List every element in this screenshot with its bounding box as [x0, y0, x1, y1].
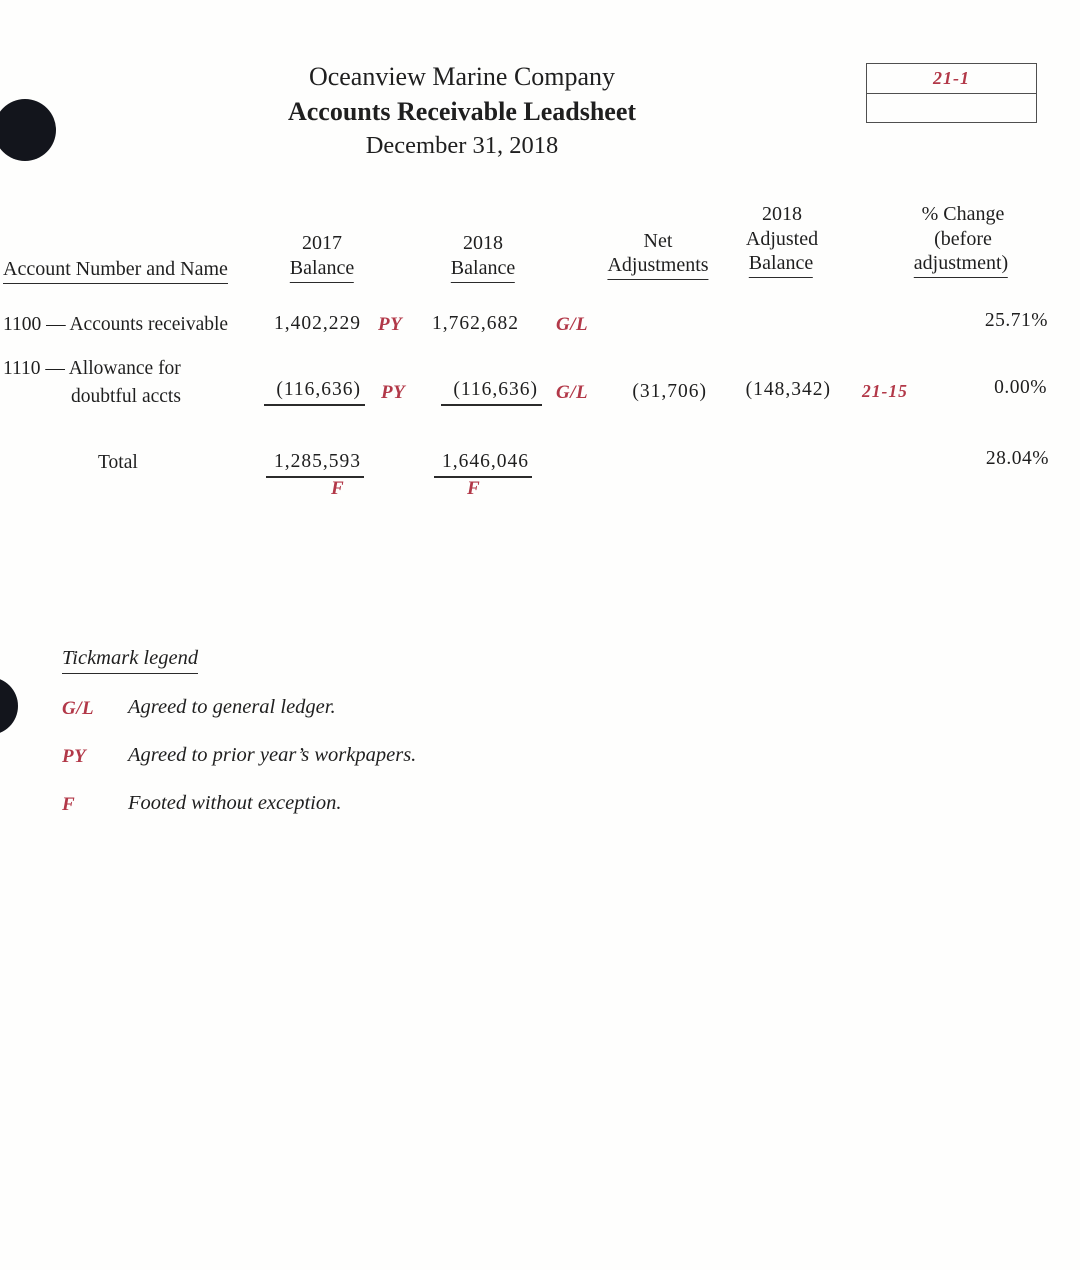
hole-punch — [0, 99, 56, 161]
column-header-2018-balance: Balance — [450, 257, 516, 283]
row-1100-balance-2018: 1,762,682 — [432, 313, 519, 334]
legend-mark-py: PY — [62, 746, 87, 767]
tickmark-gl: G/L — [556, 314, 589, 335]
total-balance-2018: 1,646,046 — [382, 451, 532, 479]
hole-punch — [0, 677, 18, 735]
column-header-pct-change: % Change — [921, 203, 1005, 225]
total-balance-2017: 1,285,593 — [214, 451, 364, 479]
document-title: Accounts Receivable Leadsheet — [287, 97, 637, 126]
tickmark-f: F — [467, 478, 481, 499]
column-header-adjusted-balance: Balance — [748, 252, 814, 278]
document-date: December 31, 2018 — [365, 132, 559, 159]
total-pct-change: 28.04% — [985, 448, 1049, 469]
row-1110-label-line2: doubtful accts — [71, 386, 181, 407]
total-label: Total — [98, 452, 138, 473]
company-name: Oceanview Marine Company — [308, 62, 616, 91]
row-1100-balance-2017: 1,402,229 — [274, 313, 361, 334]
tickmark-f: F — [331, 478, 345, 499]
row-1110-label-line1: 1110 — Allowance for — [3, 358, 181, 379]
legend-mark-gl: G/L — [62, 698, 95, 719]
tickmark-py: PY — [378, 314, 403, 335]
row-1100-pct-change: 25.71% — [984, 310, 1048, 331]
column-header-net: Net — [643, 230, 673, 252]
document-heading: Oceanview Marine Company Accounts Receiv… — [288, 62, 636, 160]
column-header-2017: 2017 — [302, 232, 342, 254]
legend-mark-f: F — [62, 794, 76, 815]
column-header-pct-before: (before — [934, 228, 992, 250]
row-1100-label: 1100 — Accounts receivable — [3, 314, 229, 335]
workpaper-ref-box: 21-1 — [866, 63, 1037, 123]
legend-title: Tickmark legend — [62, 647, 199, 674]
column-header-adjusted-2018: 2018 — [762, 203, 802, 225]
workpaper-ref-cell: 21-1 — [867, 64, 1036, 94]
adjustment-workpaper-ref: 21-15 — [862, 381, 908, 401]
column-header-adjusted: Adjusted — [745, 228, 819, 250]
row-1110-balance-2017: (116,636) — [215, 379, 365, 407]
workpaper-ref-empty-cell — [867, 94, 1036, 122]
workpaper-ref: 21-1 — [933, 68, 970, 88]
column-header-2017-balance: Balance — [289, 257, 355, 283]
row-1110-adjusted-balance: (148,342) — [745, 379, 831, 400]
column-header-account: Account Number and Name — [3, 258, 228, 284]
row-1110-pct-change: 0.00% — [994, 377, 1047, 398]
legend-desc-gl: Agreed to general ledger. — [128, 696, 336, 718]
tickmark-gl: G/L — [556, 382, 589, 403]
tickmark-py: PY — [381, 382, 406, 403]
column-header-adjustments: Adjustments — [607, 254, 709, 280]
legend-desc-f: Footed without exception. — [128, 792, 342, 814]
legend-desc-py: Agreed to prior year’s workpapers. — [128, 744, 417, 766]
row-1110-net-adjustments: (31,706) — [632, 381, 707, 402]
column-header-pct-adjustment: adjustment) — [913, 252, 1009, 278]
column-header-2018: 2018 — [463, 232, 503, 254]
row-1110-balance-2018: (116,636) — [392, 379, 542, 407]
